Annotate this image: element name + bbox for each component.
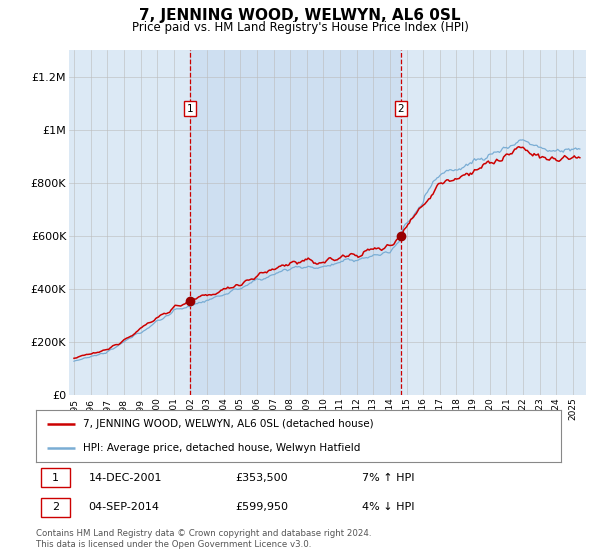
Text: Price paid vs. HM Land Registry's House Price Index (HPI): Price paid vs. HM Land Registry's House … xyxy=(131,21,469,34)
FancyBboxPatch shape xyxy=(41,468,70,487)
Text: 14-DEC-2001: 14-DEC-2001 xyxy=(89,473,162,483)
Text: £353,500: £353,500 xyxy=(235,473,288,483)
Text: £599,950: £599,950 xyxy=(235,502,289,512)
Text: 2: 2 xyxy=(52,502,59,512)
Text: 7% ↑ HPI: 7% ↑ HPI xyxy=(361,473,414,483)
Text: 4% ↓ HPI: 4% ↓ HPI xyxy=(361,502,414,512)
Text: 1: 1 xyxy=(52,473,59,483)
FancyBboxPatch shape xyxy=(41,498,70,516)
Text: 7, JENNING WOOD, WELWYN, AL6 0SL: 7, JENNING WOOD, WELWYN, AL6 0SL xyxy=(139,8,461,24)
Text: 04-SEP-2014: 04-SEP-2014 xyxy=(89,502,160,512)
Bar xyxy=(190,50,401,395)
Text: 2: 2 xyxy=(398,104,404,114)
Text: 1: 1 xyxy=(187,104,193,114)
Text: 7, JENNING WOOD, WELWYN, AL6 0SL (detached house): 7, JENNING WOOD, WELWYN, AL6 0SL (detach… xyxy=(83,419,374,430)
Text: Contains HM Land Registry data © Crown copyright and database right 2024.
This d: Contains HM Land Registry data © Crown c… xyxy=(36,529,371,549)
Text: HPI: Average price, detached house, Welwyn Hatfield: HPI: Average price, detached house, Welw… xyxy=(83,443,361,453)
